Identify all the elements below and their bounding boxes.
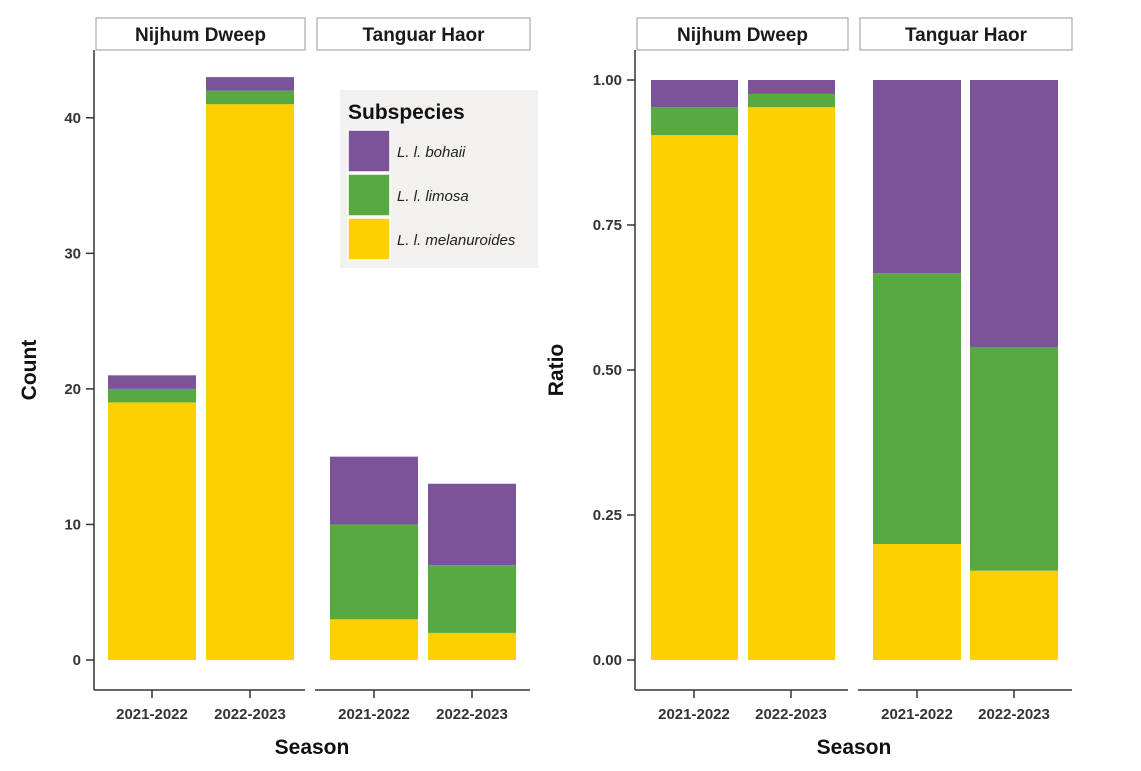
bar-nijhum-dweep-2021-2022-l-l-bohaii xyxy=(651,80,738,108)
y-axis-title: Ratio xyxy=(545,344,568,397)
bar-tanguar-haor-2021-2022-l-l-melanuroides xyxy=(330,619,418,660)
bar-nijhum-dweep-2022-2023-l-l-bohaii xyxy=(748,80,835,94)
bar-tanguar-haor-2021-2022-l-l-bohaii xyxy=(330,456,418,525)
y-tick-label: 0.00 xyxy=(593,652,622,669)
bar-tanguar-haor-2022-2023-l-l-bohaii xyxy=(428,483,516,566)
chart-panel-ratio: 0.00 0.25 0.50 0.75 1.00 Nijhum Dweep 2021-202… xyxy=(545,17,1073,759)
legend-label-l-l-bohaii: L. l. bohaii xyxy=(397,144,466,161)
x-axis-title: Season xyxy=(817,736,892,759)
legend-key-l-l-bohaii xyxy=(347,129,391,173)
facet-tanguar-haor: Tanguar Haor 2021-2022 2022-2023 xyxy=(858,17,1073,723)
bar-nijhum-dweep-2022-2023-l-l-limosa xyxy=(748,93,835,108)
facet-strip-label: Nijhum Dweep xyxy=(677,25,808,46)
y-axis-title: Count xyxy=(18,340,41,401)
legend-key-l-l-limosa xyxy=(347,173,391,217)
facet-strip xyxy=(859,17,1073,51)
facet-nijhum-dweep: Nijhum Dweep 2021-2022 2022-2023 xyxy=(94,17,306,723)
x-tick-label: 2021-2022 xyxy=(658,706,730,723)
x-tick-label: 2022-2023 xyxy=(755,706,827,723)
y-tick-label: 0.75 xyxy=(593,217,622,234)
legend-key-l-l-melanuroides xyxy=(347,217,391,261)
facet-tanguar-haor: Tanguar Haor 2021-2022 2022-2023 xyxy=(315,17,531,723)
x-tick-label: 2022-2023 xyxy=(436,706,508,723)
facet-strip xyxy=(95,17,306,51)
y-tick-label: 30 xyxy=(64,245,81,262)
x-tick-label: 2021-2022 xyxy=(881,706,953,723)
y-tick-label: 20 xyxy=(64,381,81,398)
y-tick-label: 0.50 xyxy=(593,362,622,379)
y-tick-label: 1.00 xyxy=(593,72,622,89)
bar-nijhum-dweep-2022-2023-l-l-limosa xyxy=(206,90,294,105)
bar-nijhum-dweep-2022-2023-l-l-melanuroides xyxy=(206,104,294,660)
bar-nijhum-dweep-2022-2023-l-l-melanuroides xyxy=(748,107,835,660)
facet-strip xyxy=(636,17,849,51)
bar-tanguar-haor-2021-2022-l-l-limosa xyxy=(330,524,418,620)
bar-tanguar-haor-2022-2023-l-l-melanuroides xyxy=(428,632,516,660)
legend-label-l-l-limosa: L. l. limosa xyxy=(397,188,469,205)
bar-nijhum-dweep-2022-2023-l-l-bohaii xyxy=(206,77,294,91)
bar-tanguar-haor-2021-2022-l-l-limosa xyxy=(873,273,961,544)
bar-nijhum-dweep-2021-2022-l-l-melanuroides xyxy=(651,135,738,661)
y-tick-label: 0 xyxy=(73,652,81,669)
facet-nijhum-dweep: Nijhum Dweep 2021-2022 2022-2023 xyxy=(635,17,849,723)
bar-tanguar-haor-2022-2023-l-l-limosa xyxy=(970,347,1058,571)
bar-nijhum-dweep-2021-2022-l-l-limosa xyxy=(651,107,738,136)
facet-strip-label: Nijhum Dweep xyxy=(135,25,266,46)
bar-nijhum-dweep-2021-2022-l-l-bohaii xyxy=(108,375,196,389)
x-tick-label: 2021-2022 xyxy=(338,706,410,723)
facet-strip-label: Tanguar Haor xyxy=(362,25,485,46)
bar-nijhum-dweep-2021-2022-l-l-limosa xyxy=(108,388,196,403)
bar-tanguar-haor-2022-2023-l-l-melanuroides xyxy=(970,570,1058,660)
legend-label-l-l-melanuroides: L. l. melanuroides xyxy=(397,232,516,249)
facet-strip xyxy=(316,17,531,51)
x-axis-title: Season xyxy=(275,736,350,759)
bar-tanguar-haor-2022-2023-l-l-limosa xyxy=(428,565,516,633)
x-tick-label: 2022-2023 xyxy=(978,706,1050,723)
x-tick-label: 2022-2023 xyxy=(214,706,286,723)
y-tick-label: 10 xyxy=(64,516,81,533)
bar-nijhum-dweep-2021-2022-l-l-melanuroides xyxy=(108,402,196,660)
bar-tanguar-haor-2021-2022-l-l-bohaii xyxy=(873,80,961,274)
y-tick-label: 0.25 xyxy=(593,507,622,524)
x-tick-label: 2021-2022 xyxy=(116,706,188,723)
y-tick-label: 40 xyxy=(64,110,81,127)
legend-title: Subspecies xyxy=(348,101,465,124)
legend: Subspecies L. l. bohaii L. l. limosa L. l. … xyxy=(340,90,538,268)
bar-tanguar-haor-2021-2022-l-l-melanuroides xyxy=(873,544,961,660)
bar-tanguar-haor-2022-2023-l-l-bohaii xyxy=(970,80,1058,348)
facet-strip-label: Tanguar Haor xyxy=(905,25,1028,46)
